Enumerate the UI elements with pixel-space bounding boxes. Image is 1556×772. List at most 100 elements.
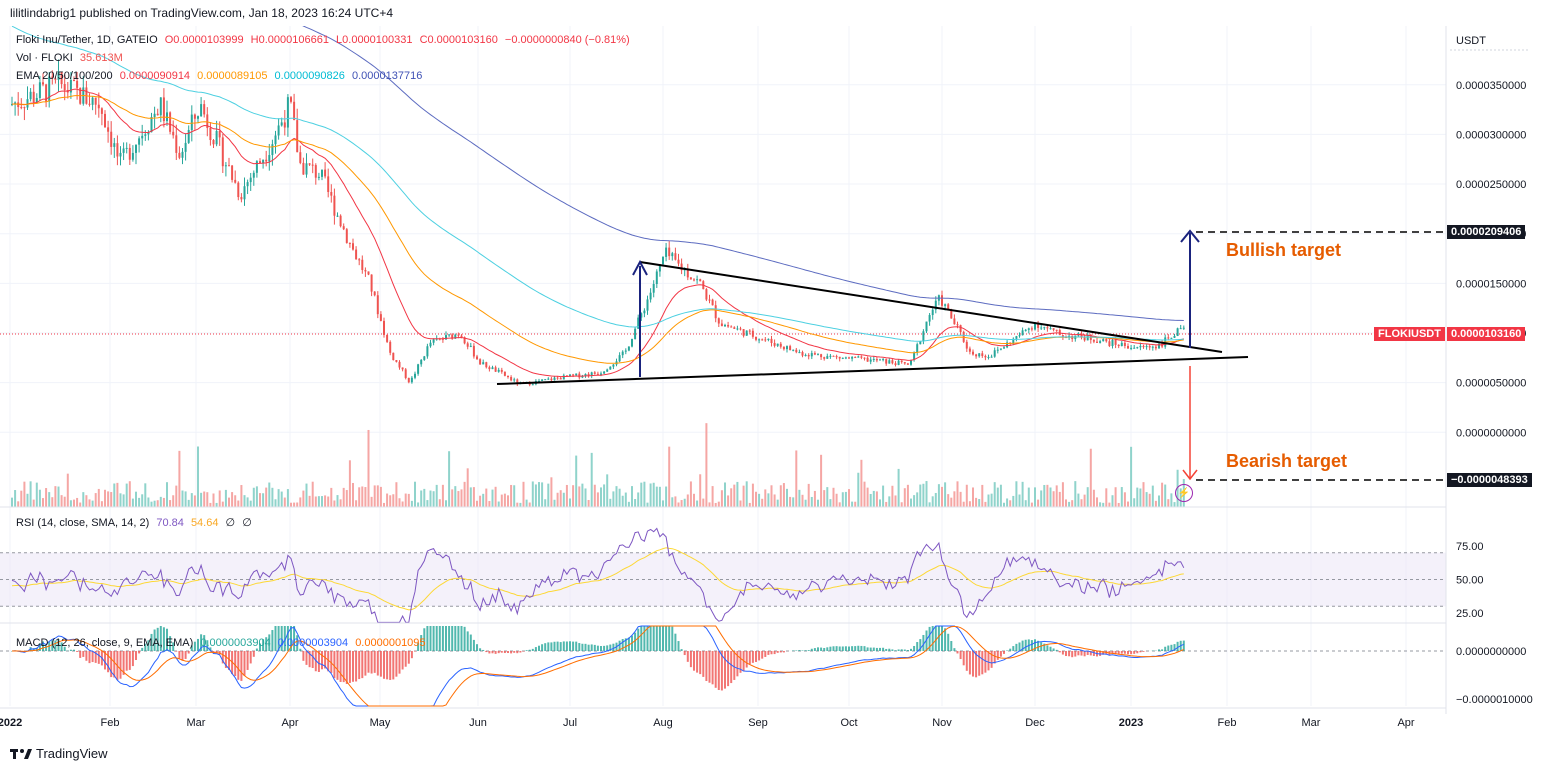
- macd-histogram-bar: [63, 646, 66, 651]
- macd-histogram-bar: [1158, 649, 1160, 651]
- time-axis-label: May: [370, 717, 391, 729]
- volume-bar: [758, 493, 761, 507]
- legend-ema[interactable]: EMA 20/50/100/200 0.0000090914 0.0000089…: [16, 70, 426, 82]
- macd-histogram-bar: [941, 626, 943, 651]
- volume-bar: [913, 495, 916, 507]
- candle-body: [885, 359, 888, 364]
- macd-histogram-bar: [376, 651, 379, 676]
- rsi-ma-line: [11, 547, 1184, 611]
- macd-histogram-bar: [1102, 651, 1105, 655]
- macd-histogram-bar: [922, 634, 925, 651]
- candle-body: [293, 101, 296, 121]
- macd-histogram-bar: [224, 651, 227, 668]
- lightning-icon[interactable]: ⚡: [1175, 484, 1193, 502]
- candle-body: [922, 331, 925, 342]
- candle-body: [373, 291, 376, 296]
- volume-bar: [82, 492, 85, 507]
- macd-histogram-bar: [1071, 651, 1074, 658]
- candle-body: [860, 356, 863, 358]
- chart-canvas[interactable]: 0.0000350000 0.0000300000 0.0000250000 0.00…: [0, 26, 1556, 738]
- volume-bar: [835, 493, 838, 507]
- macd-histogram-bar: [978, 651, 981, 676]
- candle-body: [423, 356, 426, 360]
- macd-histogram-bar: [503, 651, 506, 654]
- macd-histogram-bar: [758, 651, 761, 661]
- volume-bar: [472, 487, 475, 507]
- candle-body: [798, 352, 801, 354]
- volume-bar: [141, 494, 144, 507]
- candle-body: [550, 378, 553, 381]
- macd-value: 0.0000003904: [277, 637, 349, 649]
- candle-body: [1167, 337, 1170, 339]
- legend-volume[interactable]: Vol · FLOKI 35.613M: [16, 52, 127, 64]
- candle-body: [221, 137, 224, 167]
- volume-bar: [172, 495, 175, 507]
- volume-bar: [1154, 500, 1157, 507]
- volume-bar: [255, 486, 258, 507]
- candle-body: [1130, 347, 1133, 349]
- candle-body: [724, 324, 726, 327]
- pattern-height-arrowhead: [632, 259, 648, 276]
- candle-body: [376, 295, 379, 315]
- legend-macd[interactable]: MACD (12, 26, close, 9, EMA, EMA) 0.0000…: [16, 637, 430, 649]
- volume-bar: [668, 446, 671, 507]
- volume-bar: [925, 481, 928, 507]
- macd-histogram-bar: [652, 626, 655, 651]
- macd-histogram-bar: [184, 651, 187, 659]
- bullish-target-label: Bullish target: [1226, 240, 1342, 260]
- candle-body: [677, 259, 680, 264]
- candle-body: [662, 256, 664, 265]
- candle-body: [863, 357, 866, 359]
- macd-histogram-bar: [410, 651, 413, 659]
- candle-body: [69, 79, 72, 93]
- volume-bar: [885, 501, 888, 507]
- macd-histogram-bar: [810, 648, 813, 651]
- signal-line: [11, 625, 1184, 707]
- volume-bar: [1099, 502, 1102, 507]
- volume-bar: [212, 493, 215, 507]
- volume-bar: [283, 497, 286, 507]
- candle-body: [1049, 328, 1052, 330]
- volume-bar: [838, 502, 841, 507]
- volume-bar: [590, 452, 593, 507]
- volume-bar: [770, 485, 773, 507]
- volume-bar: [125, 483, 128, 507]
- volume-bar: [798, 489, 801, 507]
- macd-histogram-bar: [386, 651, 389, 680]
- volume-bar: [677, 502, 680, 507]
- macd-histogram-bar: [1009, 648, 1012, 651]
- candle-body: [271, 144, 274, 156]
- candle-body: [302, 162, 305, 175]
- candle-body: [1182, 327, 1185, 329]
- volume-bar: [612, 491, 615, 507]
- macd-histogram-bar: [776, 651, 779, 653]
- candle-body: [429, 342, 432, 347]
- volume-bar: [367, 429, 370, 507]
- macd-histogram-bar: [1065, 651, 1067, 657]
- volume-bar: [596, 492, 599, 507]
- volume-bar: [147, 497, 150, 507]
- candle-body: [460, 335, 463, 338]
- legend-rsi[interactable]: RSI (14, close, SMA, 14, 2) 70.84 54.64 …: [16, 516, 256, 529]
- macd-histogram-bar: [299, 648, 302, 651]
- volume-bar: [584, 488, 587, 507]
- candle-body: [745, 330, 748, 336]
- volume-bar: [606, 474, 609, 507]
- macd-histogram-bar: [634, 632, 637, 651]
- macd-histogram-bar: [875, 647, 878, 651]
- macd-histogram-bar: [1055, 649, 1058, 651]
- macd-histogram-bar: [705, 651, 708, 682]
- candle-body: [469, 345, 472, 347]
- candle-body: [786, 346, 788, 350]
- chart-area[interactable]: 0.0000350000 0.0000300000 0.0000250000 0.00…: [0, 26, 1556, 738]
- macd-histogram-bar: [1018, 642, 1021, 651]
- macd-histogram-bar: [689, 651, 692, 668]
- footer-brand[interactable]: TradingView: [36, 746, 108, 761]
- candle-body: [178, 152, 181, 158]
- macd-histogram-bar: [367, 651, 370, 673]
- symbol-label[interactable]: Floki Inu/Tether, 1D, GATEIO: [16, 34, 158, 46]
- macd-histogram-bar: [1046, 645, 1049, 651]
- macd-histogram-bar: [479, 648, 482, 651]
- candle-body: [147, 132, 150, 135]
- macd-histogram-bar: [854, 646, 857, 651]
